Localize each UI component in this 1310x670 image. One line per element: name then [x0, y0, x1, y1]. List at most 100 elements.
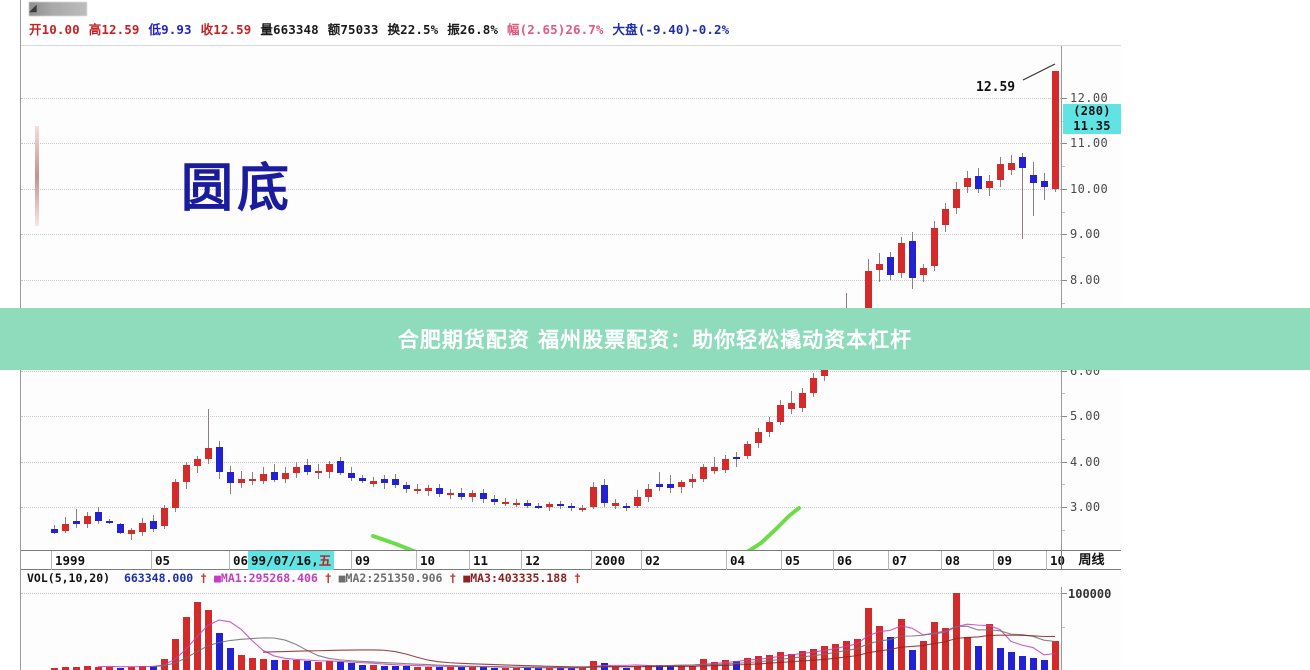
volume-bar: [579, 667, 586, 670]
price-axis-label: 9.00: [1070, 227, 1101, 242]
price-gridline: [21, 234, 1061, 236]
price-axis-minor-tick: [1062, 166, 1065, 168]
volume-bar: [403, 665, 410, 670]
candle-wick: [714, 457, 715, 475]
volume-bar: [865, 608, 872, 670]
volume-bar: [1008, 652, 1015, 670]
vol-dagger: †: [193, 571, 214, 585]
quote-field-value: 9.93: [161, 22, 192, 37]
volume-bar: [205, 609, 212, 670]
volume-bar: [106, 666, 113, 670]
quote-field-label: 幅: [507, 22, 520, 37]
date-tick-09: 09: [351, 551, 370, 570]
candle-body: [1030, 175, 1037, 184]
quote-field-label: 量: [260, 22, 273, 37]
candle-body: [799, 393, 806, 408]
quote-field-6: 换22.5%: [388, 22, 439, 37]
date-tick-2000: 2000: [591, 551, 625, 570]
volume-bar: [139, 665, 146, 670]
price-axis-tick: [1062, 416, 1067, 418]
candle-body: [964, 177, 971, 187]
candle-body: [458, 492, 465, 498]
date-tick-06: 06: [229, 551, 248, 570]
quote-field-8: 幅(2.65)26.7%: [507, 22, 604, 37]
candle-body: [700, 467, 707, 479]
volume-axis-tick: [1062, 593, 1067, 594]
candle-body: [172, 482, 179, 508]
candle-body: [392, 478, 399, 486]
candle-wick: [736, 451, 737, 468]
price-axis-minor-tick: [1062, 438, 1065, 440]
candle-body: [150, 520, 157, 529]
volume-bar: [623, 667, 630, 670]
volume-bar: [271, 660, 278, 670]
price-gridline: [21, 461, 1061, 463]
candle-body: [997, 163, 1004, 180]
volume-bar: [590, 661, 597, 670]
candle-body: [326, 463, 333, 472]
volume-bar: [524, 667, 531, 670]
candle-body: [524, 502, 531, 507]
price-axis-minor-tick: [1062, 257, 1065, 259]
volume-bar: [381, 665, 388, 670]
candle-body: [788, 403, 795, 410]
candle-body: [942, 209, 949, 226]
volume-bar: [469, 666, 476, 670]
candle-body: [227, 471, 234, 484]
price-axis-tick: [1062, 188, 1067, 190]
quote-field-0: 开10.00: [29, 22, 80, 37]
candle-body: [62, 524, 69, 531]
candle-body: [403, 485, 410, 489]
candle-body: [909, 241, 916, 278]
volume-bar: [843, 641, 850, 670]
price-chart-pane[interactable]: 圆底 12.59 2.28: [21, 46, 1061, 550]
candle-body: [590, 486, 597, 508]
volume-ma5-line: [97, 619, 1056, 669]
quote-field-value: 663348: [272, 22, 319, 37]
quote-field-value: (2.65)26.7%: [519, 22, 604, 37]
volume-bar: [370, 664, 377, 670]
volume-bar: [645, 664, 652, 670]
quote-field-label: 开: [29, 22, 42, 37]
candle-body: [557, 504, 564, 507]
price-axis-minor-tick: [1062, 393, 1065, 395]
quote-field-1: 高12.59: [89, 22, 140, 37]
candle-body: [975, 176, 982, 189]
volume-bar: [975, 645, 982, 670]
date-tick-10: 10: [416, 551, 435, 570]
candle-body: [931, 227, 938, 267]
volume-ma-lines: [97, 619, 1056, 669]
volume-bar: [568, 667, 575, 670]
candle-body: [359, 478, 366, 481]
candle-body: [480, 493, 487, 499]
candle-body: [535, 506, 542, 509]
volume-bar: [436, 666, 443, 670]
quote-field-value: (-9.40)-0.2%: [637, 22, 730, 37]
price-axis-label: 11.00: [1070, 136, 1109, 151]
quote-header-bar: ◢ 开10.00 高12.59 低9.93 收12.59 量663348 额75033 换2…: [21, 0, 1121, 46]
candle-body: [106, 520, 113, 523]
volume-bar: [502, 667, 509, 670]
volume-gridline: [21, 593, 1061, 594]
candle-wick: [252, 471, 253, 486]
candle-body: [865, 270, 872, 328]
candle-body: [579, 508, 586, 510]
price-axis-tick: [1062, 143, 1067, 145]
volume-bar: [216, 632, 223, 670]
period-label[interactable]: 周线: [1061, 551, 1121, 570]
candle-body: [887, 257, 894, 276]
price-axis-label: 4.00: [1070, 454, 1101, 469]
price-gridline: [21, 279, 1061, 281]
date-tick-06: 06: [833, 551, 852, 570]
date-axis[interactable]: 19990506070910111220000204050607080910 9…: [21, 550, 1121, 570]
volume-bar: [1052, 641, 1059, 670]
quote-field-label: 高: [88, 22, 102, 37]
quote-field-value: 10.00: [41, 22, 80, 37]
candle-body: [876, 263, 883, 270]
volume-bar: [447, 666, 454, 670]
volume-chart-pane[interactable]: [21, 587, 1061, 670]
price-axis-tick: [1062, 279, 1067, 281]
volume-bar: [656, 664, 663, 670]
candle-wick: [791, 391, 792, 414]
volume-bar: [909, 650, 916, 670]
